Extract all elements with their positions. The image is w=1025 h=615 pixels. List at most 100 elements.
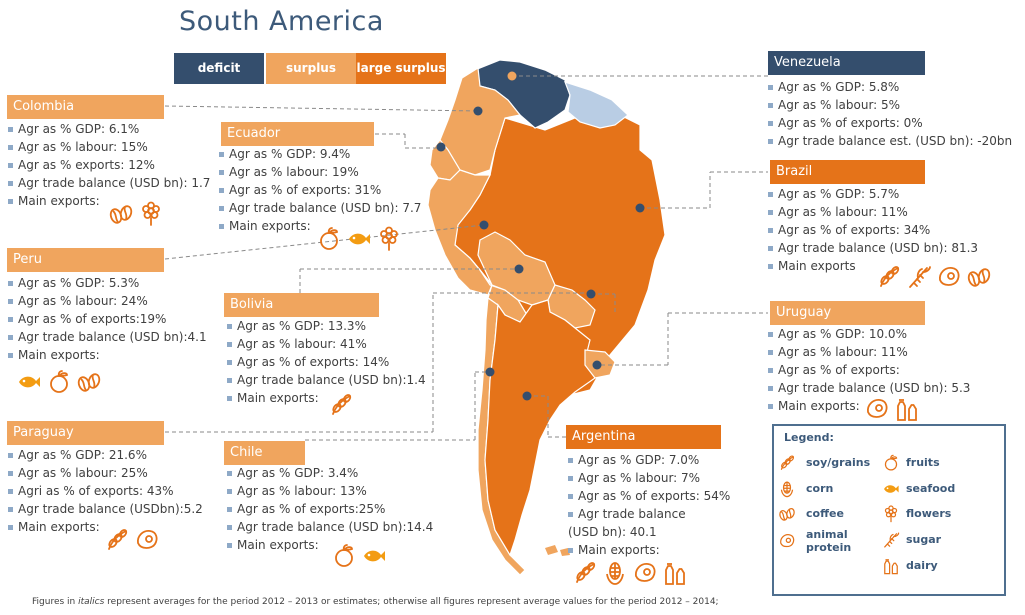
seafood-icon bbox=[349, 233, 370, 245]
stat-row: Agr as % GDP: 7.0% bbox=[568, 451, 730, 469]
marker-ecuador bbox=[436, 142, 446, 152]
marker-chile bbox=[485, 367, 495, 377]
fruits-icon bbox=[320, 227, 338, 250]
legend-animal-label: animal bbox=[806, 528, 848, 541]
coffee-icon bbox=[108, 203, 134, 226]
stat-row: Agr as % GDP: 9.4% bbox=[219, 145, 421, 163]
legend-sugar-label: sugar bbox=[906, 533, 942, 546]
stat-row: Agr as % of exports: 54% bbox=[568, 487, 730, 505]
ecuador-exports bbox=[316, 226, 402, 252]
stat-row: Agr as % GDP: 10.0% bbox=[768, 325, 970, 343]
legend-corn-label: corn bbox=[806, 482, 834, 495]
stat-row: Agr trade balance (USD bn):1.4 bbox=[227, 371, 426, 389]
stat-row: Agr as % labour: 41% bbox=[227, 335, 426, 353]
legend-dairy-label: dairy bbox=[906, 559, 938, 572]
seafood-icon bbox=[884, 485, 899, 493]
sugar-icon bbox=[884, 532, 900, 548]
stat-row: Agr trade balance (USD bn): 81.3 bbox=[768, 239, 978, 257]
footnote: Figures in italics represent averages fo… bbox=[32, 597, 719, 607]
stat-row: Agr as % labour: 13% bbox=[227, 482, 433, 500]
stat-row: Agr as % of exports:19% bbox=[8, 310, 207, 328]
chile-stats: Agr as % GDP: 3.4% Agr as % labour: 13% … bbox=[227, 464, 433, 554]
stat-row: Main exports: bbox=[8, 192, 210, 210]
seafood-icon bbox=[19, 376, 40, 388]
marker-peru bbox=[479, 220, 489, 230]
animal-protein-icon bbox=[938, 266, 960, 286]
stat-row: Main exports: bbox=[8, 346, 207, 364]
brazil-header: Brazil bbox=[770, 160, 925, 184]
stat-row: Agr trade balance bbox=[568, 505, 730, 523]
key-large-surplus: large surplus bbox=[356, 53, 446, 84]
argentina-header: Argentina bbox=[566, 425, 721, 449]
stat-row: Agr trade balance (USD bn): 1.7 bbox=[8, 174, 210, 192]
brazil-stats: Agr as % GDP: 5.7% Agr as % labour: 11% … bbox=[768, 185, 978, 275]
seafood-icon bbox=[364, 550, 385, 562]
legend-coffee-label: coffee bbox=[806, 507, 844, 520]
map-guianas bbox=[563, 81, 629, 129]
corn-icon bbox=[606, 562, 624, 585]
legend-protein-label: protein bbox=[806, 541, 852, 554]
legend-seafood-label: seafood bbox=[906, 482, 956, 495]
stat-row: Agr as % GDP: 5.8% bbox=[768, 78, 1012, 96]
marker-brazil bbox=[635, 203, 645, 213]
stat-row: Agr as % labour: 11% bbox=[768, 343, 970, 361]
paraguay-stats: Agr as % GDP: 21.6% Agr as % labour: 25%… bbox=[8, 446, 203, 536]
stat-row: Agr trade balance (USD bn):4.1 bbox=[8, 328, 207, 346]
stat-row: Agr as % labour: 7% bbox=[568, 469, 730, 487]
stat-row: Agr as % GDP: 21.6% bbox=[8, 446, 203, 464]
stat-row: Agr as % of exports: 31% bbox=[219, 181, 421, 199]
peru-stats: Agr as % GDP: 5.3% Agr as % labour: 24% … bbox=[8, 274, 207, 364]
soy-grains-icon bbox=[878, 264, 901, 287]
animal-protein-icon bbox=[634, 562, 656, 582]
stat-row: Agr as % labour: 19% bbox=[219, 163, 421, 181]
animal-protein-icon bbox=[780, 534, 795, 548]
stat-row: Agr as % GDP: 5.3% bbox=[8, 274, 207, 292]
map-falklands bbox=[545, 545, 570, 556]
key-deficit: deficit bbox=[174, 53, 264, 84]
legend: Legend: soy/grains fruits corn seafood c… bbox=[772, 424, 1006, 596]
footnote-post: represent averages for the period 2012 –… bbox=[104, 597, 719, 607]
stat-row: Agr as % of exports: 34% bbox=[768, 221, 978, 239]
stat-row: Main exports: bbox=[8, 518, 203, 536]
bolivia-exports bbox=[328, 392, 354, 418]
stat-row: Agr as % labour: 15% bbox=[8, 138, 210, 156]
bolivia-stats: Agr as % GDP: 13.3% Agr as % labour: 41%… bbox=[227, 317, 426, 407]
stat-row: Agr as % labour: 24% bbox=[8, 292, 207, 310]
peru-header: Peru bbox=[7, 248, 164, 272]
stat-row: Agr as % GDP: 13.3% bbox=[227, 317, 426, 335]
fruits-icon bbox=[884, 454, 898, 471]
coffee-icon bbox=[778, 506, 796, 522]
fruits-icon bbox=[50, 370, 68, 393]
key-surplus: surplus bbox=[266, 53, 356, 84]
legend-title: Legend: bbox=[784, 431, 834, 444]
uruguay-stats: Agr as % GDP: 10.0% Agr as % labour: 11%… bbox=[768, 325, 970, 415]
soy-grains-icon bbox=[574, 560, 597, 583]
legend-fruits-label: fruits bbox=[906, 456, 940, 469]
corn-icon bbox=[780, 481, 794, 498]
stat-row: Agr as % GDP: 5.7% bbox=[768, 185, 978, 203]
soy-grains-icon bbox=[106, 527, 129, 550]
stat-row: Agr as % exports: 12% bbox=[8, 156, 210, 174]
stat-row: Agr trade balance (USD bn): 5.3 bbox=[768, 379, 970, 397]
marker-bolivia bbox=[514, 264, 524, 274]
stat-row: Agr trade balance est. (USD bn): -20bn bbox=[768, 132, 1012, 150]
stat-row: Agr as % of exports:25% bbox=[227, 500, 433, 518]
bolivia-header: Bolivia bbox=[224, 293, 379, 317]
chile-header: Chile bbox=[224, 441, 305, 465]
peru-exports bbox=[16, 369, 102, 395]
animal-protein-icon bbox=[136, 529, 158, 549]
stat-row: Agr trade balance (USD bn):14.4 bbox=[227, 518, 433, 536]
stat-row: Agr trade balance (USDbn):5.2 bbox=[8, 500, 203, 518]
stat-row: Agr as % labour: 5% bbox=[768, 96, 1012, 114]
marker-paraguay bbox=[586, 289, 596, 299]
map-argentina bbox=[484, 299, 596, 557]
venezuela-header: Venezuela bbox=[768, 51, 925, 75]
fruits-icon bbox=[335, 544, 353, 567]
stat-row: Agri as % of exports: 43% bbox=[8, 482, 203, 500]
stat-row: Main exports: bbox=[227, 389, 426, 407]
stat-row: Agr as % of exports: 0% bbox=[768, 114, 1012, 132]
legend-flowers-label: flowers bbox=[906, 507, 952, 520]
stat-row: Agr as % of exports: 14% bbox=[227, 353, 426, 371]
marker-uruguay bbox=[592, 360, 602, 370]
